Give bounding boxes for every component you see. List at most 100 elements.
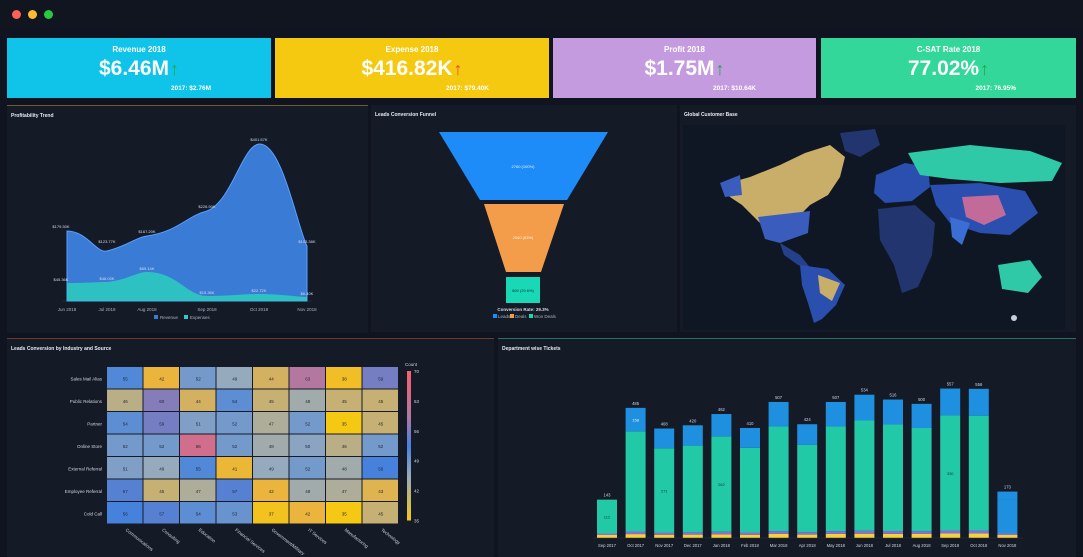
legend-gradient-bar [407, 371, 411, 521]
heatmap-cell-value: 41 [232, 466, 238, 471]
heatmap-cell-value: 48 [305, 399, 311, 404]
ticket-bar-segment [597, 535, 617, 538]
heatmap-cell [107, 367, 143, 389]
minimize-window-button[interactable] [28, 10, 37, 19]
heatmap-cell-value: 35 [342, 511, 348, 516]
heatmap-cell-value: 52 [378, 444, 384, 449]
heatmap-cell-value: 55 [196, 466, 202, 471]
heatmap-cell-value: 46 [123, 399, 129, 404]
ticket-total-label: 462 [718, 407, 726, 412]
ticket-bar-segment [825, 533, 846, 538]
heatmap-cell-value: 59 [159, 421, 165, 426]
heatmap-cell [107, 412, 143, 434]
ticket-bar-segment [625, 431, 646, 532]
heatmap-cell-value: 45 [378, 511, 384, 516]
legend-revenue-swatch [154, 315, 158, 319]
expense-data-label: $6.40K [301, 291, 314, 296]
heatmap-cell [289, 389, 325, 411]
heatmap-cell [216, 389, 252, 411]
heatmap-cell-value: 55 [123, 376, 129, 381]
ticket-bar-segment [825, 531, 846, 534]
ticket-bar-segment [825, 426, 846, 532]
ticket-total-label: 500 [918, 397, 926, 402]
legend-tick: 49 [414, 459, 420, 464]
leads-funnel-chart: 2760 (100%) 2060 (63%) 869 (29.6%) Conversi… [439, 132, 608, 319]
kpi-value: $1.75M↑ [553, 57, 816, 81]
ticket-bar-segment [740, 534, 760, 538]
heatmap-cell [326, 434, 362, 456]
kpi-tile[interactable]: Revenue 2018 $6.46M↑ 2017: $2.76M [7, 38, 271, 98]
heatmap-cell [362, 457, 398, 479]
heatmap-cell-value: 48 [269, 444, 275, 449]
heatmap-col-label: Financial Services [234, 527, 266, 554]
window-titlebar [0, 0, 1083, 28]
ticket-bar-segment [711, 531, 732, 535]
europe-region [874, 163, 930, 203]
heatmap-cell-value: 57 [232, 489, 238, 494]
ticket-bar-segment [911, 531, 932, 534]
ticket-bar-segment [797, 444, 818, 533]
heatmap-cell-value: 52 [305, 421, 311, 426]
ticket-bar-segment [768, 426, 789, 532]
funnel-stage [439, 132, 608, 200]
ticket-bar-segment [654, 534, 675, 538]
heatmap-cell [180, 457, 216, 479]
maximize-window-button[interactable] [44, 10, 53, 19]
ticket-total-label: 556 [975, 382, 983, 387]
heatmap-cell-value: 45 [378, 421, 384, 426]
heatmap-cell [143, 479, 179, 501]
kpi-value: $416.82K↑ [275, 57, 549, 81]
heatmap-row-label: External Referral [68, 466, 102, 471]
funnel-stage-label: 869 (29.6%) [512, 288, 534, 293]
kpi-previous-value: 2017: $79.40K [445, 85, 489, 92]
department-tickets-panel: Department wise Tickets 143 112 Sep 2017 48… [498, 338, 1076, 557]
ticket-total-label: 557 [947, 382, 955, 387]
heatmap-cell [107, 479, 143, 501]
heatmap-cell-value: 52 [232, 421, 238, 426]
heatmap-cell [143, 502, 179, 524]
ticket-bar-segment [854, 394, 875, 421]
ticket-bar-segment [768, 531, 789, 534]
department-tickets-chart: 143 112 Sep 2017 485 158 Oct 2017 408 271 Nov 20… [593, 382, 1023, 548]
kpi-tile[interactable]: Expense 2018 $416.82K↑ 2017: $79.40K [275, 38, 549, 98]
ticket-total-label: 173 [1004, 485, 1012, 490]
ticket-bar-segment [883, 399, 903, 425]
heatmap-chart: Sales Mail Alias 55 42 52 49 44 63 38 59 Public R… [65, 362, 420, 557]
panel-title: Department wise Tickets [502, 346, 561, 352]
kpi-tile[interactable]: Profit 2018 $1.75M↑ 2017: $10.64K [553, 38, 816, 98]
x-tick-label: May 2018 [827, 543, 846, 548]
profitability-trend-panel: Profitability Trend Jun 2018 Jul 2018 Aug … [7, 105, 368, 333]
heatmap-col-label: IT Services [307, 527, 328, 545]
ticket-total-label: 410 [747, 421, 755, 426]
heatmap-row-label: Employee Referral [65, 489, 102, 494]
ticket-bar-segment [711, 414, 732, 437]
ticket-bar-segment [625, 407, 646, 432]
ticket-segment-label: 262 [718, 482, 725, 487]
ticket-bar-segment [682, 532, 703, 535]
trend-up-arrow-icon: ↑ [715, 59, 725, 79]
ticket-bar-segment [911, 427, 932, 532]
close-window-button[interactable] [12, 10, 21, 19]
world-map[interactable] [680, 105, 1076, 332]
funnel-stage [484, 204, 564, 272]
ticket-bar-segment [682, 534, 703, 538]
expense-data-label: $15.36K [200, 290, 215, 295]
ticket-total-label: 420 [689, 418, 697, 423]
ticket-bar-segment [797, 424, 818, 445]
map-reset-icon[interactable] [1011, 315, 1017, 321]
heatmap-cell [326, 367, 362, 389]
heatmap-cell-value: 38 [342, 376, 348, 381]
heatmap-cell-value: 54 [123, 421, 129, 426]
heatmap-col-label: Communications [125, 527, 155, 552]
ticket-bar-segment [682, 425, 703, 446]
funnel-stage [506, 277, 540, 303]
heatmap-cell [362, 367, 398, 389]
x-tick-label: Jul 2018 [885, 543, 902, 548]
heatmap-cell-value: 47 [269, 421, 275, 426]
ticket-total-label: 516 [890, 393, 898, 398]
kpi-tile[interactable]: C-SAT Rate 2018 77.02%↑ 2017: 76.95% [821, 38, 1076, 98]
heatmap-cell [143, 412, 179, 434]
heatmap-cell [253, 434, 289, 456]
legend-label: Leads [498, 314, 511, 319]
